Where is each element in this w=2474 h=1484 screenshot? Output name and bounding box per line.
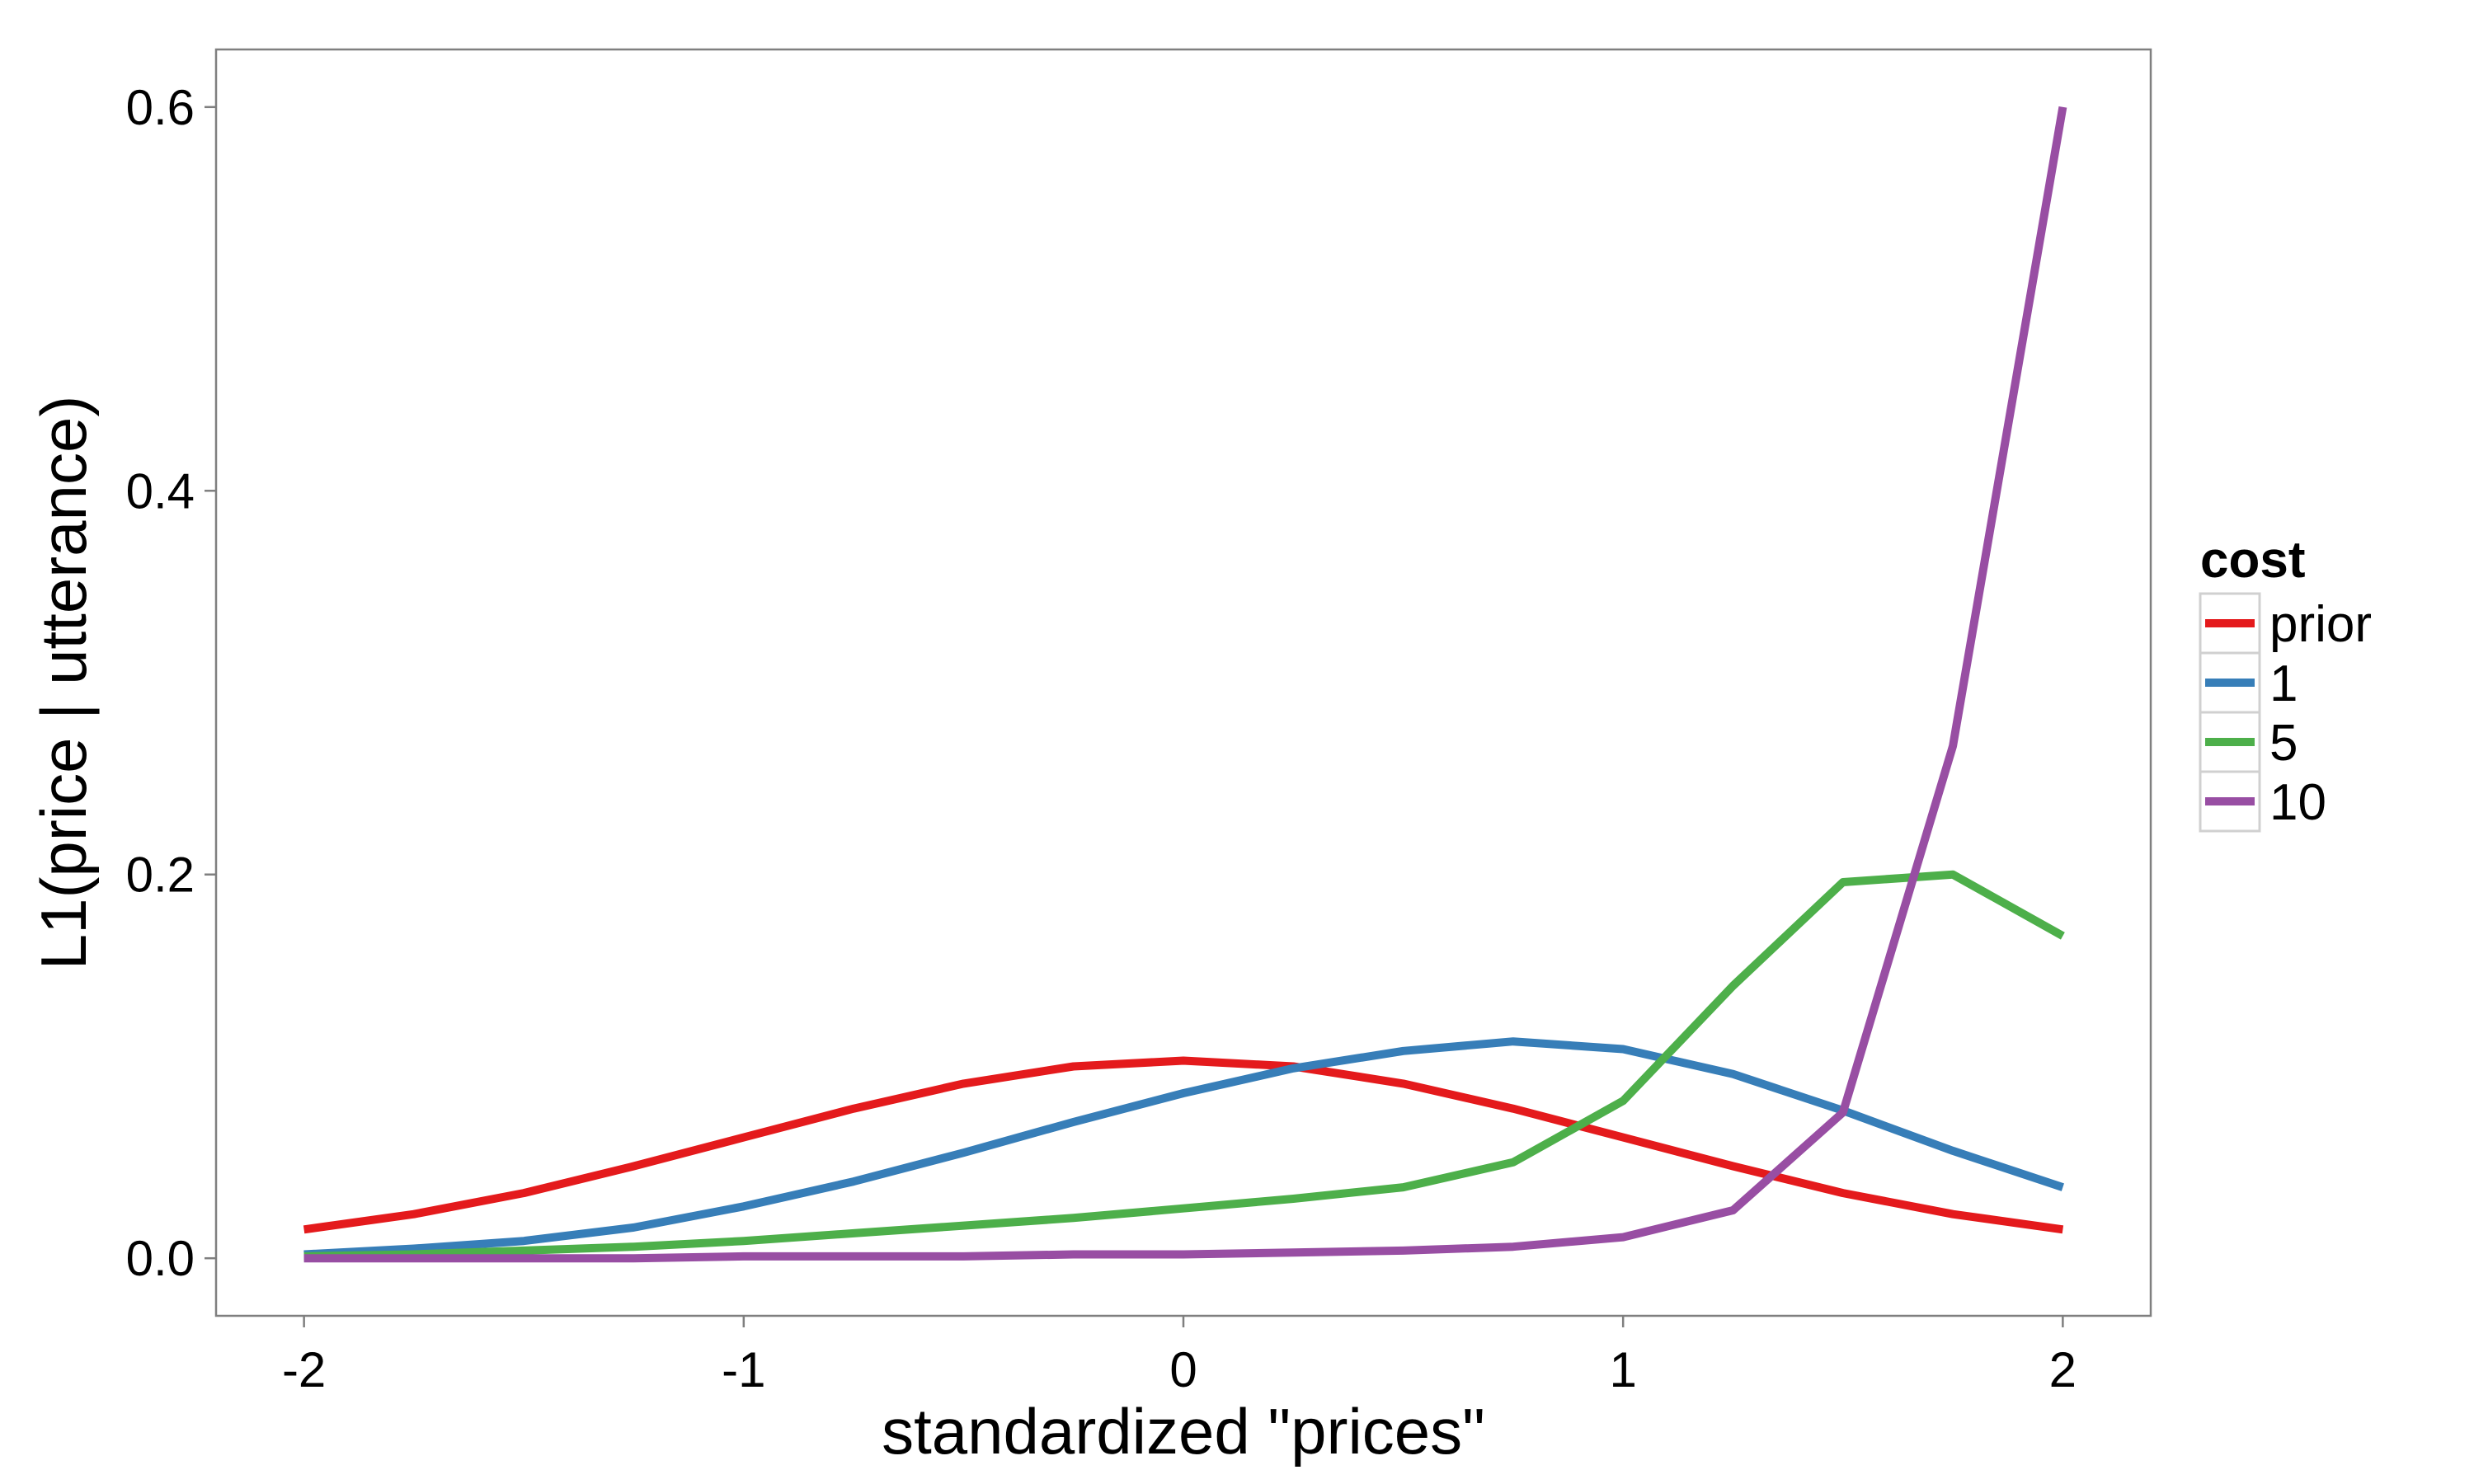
x-axis-title: standardized "prices" [882,1395,1485,1468]
legend-label: prior [2269,596,2372,653]
y-tick-label: 0.6 [126,80,195,135]
x-tick-label: -2 [282,1342,326,1397]
plot-panel [214,48,2152,1317]
legend-title: cost [2200,532,2305,589]
series-line-4 [303,106,2067,1263]
x-tick-label: -1 [722,1342,765,1397]
legend-label: 1 [2269,655,2298,712]
y-axis: 0.0 0.2 0.4 0.6 [126,80,216,1286]
x-tick-label: 1 [1609,1342,1636,1397]
x-tick-label: 2 [2049,1342,2077,1397]
series-line-3 [303,870,2065,1261]
x-tick-label: 0 [1169,1342,1197,1397]
y-tick-label: 0.0 [126,1231,195,1286]
x-axis: -2 -1 0 1 2 [282,1316,2077,1397]
legend-label: 10 [2269,774,2326,831]
y-axis-title: L1(price | utterance) [27,396,100,970]
series-layer [303,106,2067,1263]
y-tick-label: 0.2 [126,848,195,903]
series-line-2 [303,1037,2064,1259]
y-tick-label: 0.4 [126,463,195,519]
legend-label: 5 [2269,715,2298,772]
